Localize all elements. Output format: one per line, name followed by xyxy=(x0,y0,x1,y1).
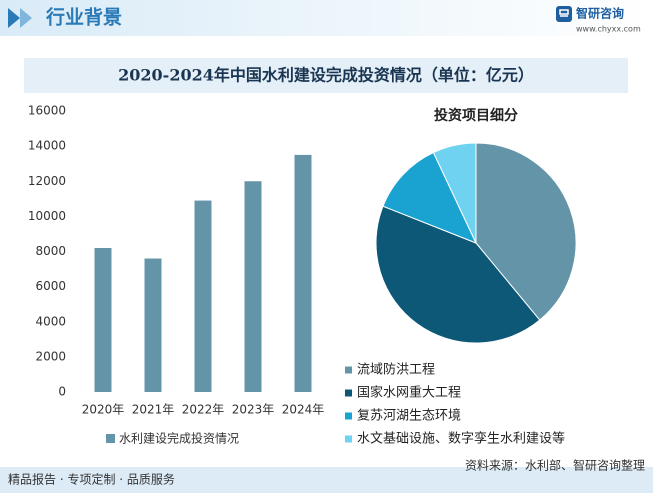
bar xyxy=(194,200,212,392)
footer-bar xyxy=(0,467,653,493)
y-tick-label: 14000 xyxy=(28,139,66,153)
bar xyxy=(244,181,262,392)
legend-swatch xyxy=(345,435,352,443)
pie-slice xyxy=(382,151,477,244)
site: www.chyxx.com xyxy=(576,25,641,34)
legend-label: 水利建设完成投资情况 xyxy=(119,431,239,446)
pie-slice xyxy=(475,142,577,321)
legend-label: 国家水网重大工程 xyxy=(357,385,461,401)
chart-title: 2020-2024年中国水利建设完成投资情况（单位：亿元） xyxy=(118,66,534,85)
x-tick-label: 2022年 xyxy=(182,403,225,417)
x-tick-label: 2021年 xyxy=(132,403,175,417)
logo-icon xyxy=(556,6,572,22)
x-tick-label: 2020年 xyxy=(82,403,125,417)
legend-label: 复苏河湖生态环境 xyxy=(357,408,461,424)
pie-slice xyxy=(375,205,541,344)
pie-slice xyxy=(432,142,477,244)
y-tick-label: 16000 xyxy=(28,104,66,118)
legend-swatch xyxy=(345,389,352,397)
pie-title: 投资项目细分 xyxy=(434,107,518,124)
legend-swatch xyxy=(345,366,352,374)
y-tick-label: 4000 xyxy=(35,314,66,328)
source: 资料来源：水利部、智研咨询整理 xyxy=(465,458,645,473)
bar xyxy=(144,258,162,392)
section-title: 行业背景 xyxy=(45,6,122,29)
header-bar xyxy=(0,0,653,36)
title-band xyxy=(24,58,628,93)
legend-swatch xyxy=(106,434,115,443)
brand: 智研咨询 xyxy=(575,6,624,21)
legend-label: 流域防洪工程 xyxy=(357,362,435,378)
legend-label: 水文基础设施、数字孪生水利建设等 xyxy=(357,431,565,447)
y-tick-label: 2000 xyxy=(35,349,66,363)
x-tick-label: 2023年 xyxy=(232,403,275,417)
footer-left: 精品报告 · 专项定制 · 品质服务 xyxy=(8,472,175,487)
y-tick-label: 0 xyxy=(58,385,66,399)
x-tick-label: 2024年 xyxy=(282,403,325,417)
bar xyxy=(294,154,312,392)
legend-swatch xyxy=(345,412,352,420)
header-icon xyxy=(8,8,32,28)
y-tick-label: 6000 xyxy=(35,279,66,293)
bar xyxy=(94,247,112,392)
y-tick-label: 12000 xyxy=(28,174,66,188)
y-tick-label: 10000 xyxy=(28,209,66,223)
y-tick-label: 8000 xyxy=(35,244,66,258)
